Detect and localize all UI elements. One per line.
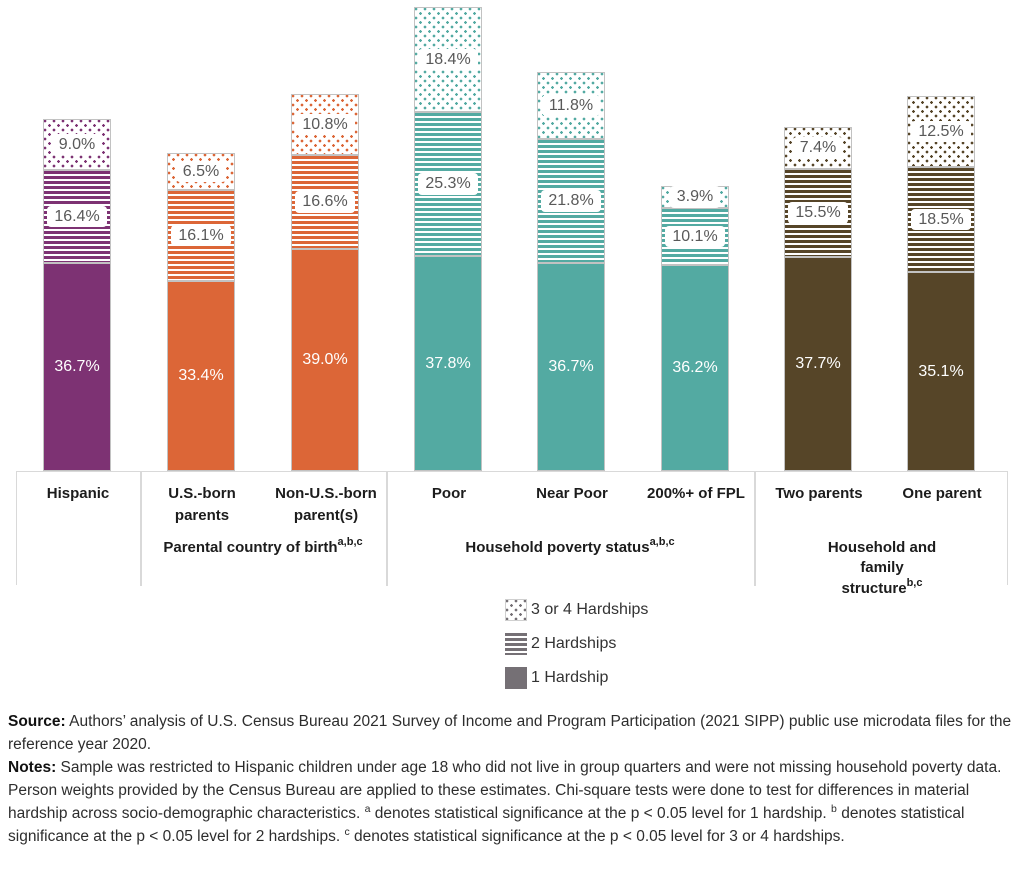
segment-1-hardship-one-parent: 35.1% <box>907 272 975 471</box>
legend-label: 2 Hardships <box>531 635 617 652</box>
bar-hispanic: 36.7% 16.4% 9.0% <box>43 119 111 471</box>
value-label-poor-3-or-4-hardships: 18.4% <box>418 48 478 71</box>
segment-3-or-4-hardships-u-s-born-parents: 6.5% <box>167 153 235 190</box>
segment-1-hardship-non-u-s-born-parent-s: 39.0% <box>291 249 359 471</box>
segment-3-or-4-hardships-near-poor: 11.8% <box>537 72 605 139</box>
tick-label-near-poor: Near Poor <box>536 485 608 502</box>
segment-2-hardships-200-of-fpl: 10.1% <box>661 208 729 265</box>
segment-2-hardships-near-poor: 21.8% <box>537 139 605 263</box>
value-label-two-parents-3-or-4-hardships: 7.4% <box>792 137 844 159</box>
segment-3-or-4-hardships-one-parent: 12.5% <box>907 96 975 167</box>
segment-2-hardships-non-u-s-born-parent-s: 16.6% <box>291 155 359 249</box>
value-label-hispanic-2-hardships: 16.4% <box>47 205 107 228</box>
segment-3-or-4-hardships-poor: 18.4% <box>414 7 482 112</box>
tick-label-non-u-s-born-parent-s: Non-U.S.-born parent(s) <box>275 485 377 524</box>
footer-paragraph-notes: Notes: Sample was restricted to Hispanic… <box>8 759 1002 845</box>
axis-group-divider <box>386 472 388 586</box>
value-label-near-poor-2-hardships: 21.8% <box>541 190 601 212</box>
segment-2-hardships-poor: 25.3% <box>414 112 482 256</box>
segment-3-or-4-hardships-two-parents: 7.4% <box>784 127 852 169</box>
axis-group-divider <box>754 472 756 586</box>
bar-one-parent: 35.1% 18.5% 12.5% <box>907 96 975 471</box>
tick-label-hispanic: Hispanic <box>46 485 110 502</box>
footer-paragraph-source: Source: Authors’ analysis of U.S. Census… <box>8 713 1012 753</box>
segment-3-or-4-hardships-200-of-fpl: 3.9% <box>661 186 729 208</box>
x-axis: Hispanic U.S.-born parents Non-U.S.-born p… <box>16 471 1008 597</box>
group-label-household-poverty-status: Household poverty statusa,b,c <box>465 536 675 557</box>
tick-label-poor: Poor <box>431 485 467 502</box>
legend-item-2-hardships: 2 Hardships <box>505 633 648 655</box>
value-label-200-of-fpl-2-hardships: 10.1% <box>665 225 725 248</box>
legend-swatch-stripes <box>505 633 527 655</box>
segment-1-hardship-u-s-born-parents: 33.4% <box>167 281 235 471</box>
segment-1-hardship-near-poor: 36.7% <box>537 263 605 471</box>
footer-lead: Notes: <box>8 759 57 776</box>
segment-1-hardship-poor: 37.8% <box>414 256 482 471</box>
legend-label: 3 or 4 Hardships <box>531 601 649 618</box>
segment-1-hardship-200-of-fpl: 36.2% <box>661 265 729 471</box>
bar-200-of-fpl: 36.2% 10.1% 3.9% <box>661 186 729 471</box>
tick-label-one-parent: One parent <box>902 485 982 502</box>
segment-3-or-4-hardships-hispanic: 9.0% <box>43 119 111 170</box>
value-label-near-poor-1-hardship: 36.7% <box>548 358 594 376</box>
segment-2-hardships-hispanic: 16.4% <box>43 170 111 263</box>
segment-2-hardships-one-parent: 18.5% <box>907 167 975 272</box>
value-label-u-s-born-parents-2-hardships: 16.1% <box>171 224 231 247</box>
legend-item-3-or-4-hardships: 3 or 4 Hardships <box>505 599 648 621</box>
value-label-one-parent-2-hardships: 18.5% <box>911 208 971 231</box>
tick-label-200-of-fpl: 200%+ of FPL <box>647 485 745 502</box>
segment-1-hardship-hispanic: 36.7% <box>43 263 111 471</box>
value-label-near-poor-3-or-4-hardships: 11.8% <box>541 94 601 117</box>
value-label-one-parent-3-or-4-hardships: 12.5% <box>911 120 971 143</box>
segment-3-or-4-hardships-non-u-s-born-parent-s: 10.8% <box>291 94 359 155</box>
group-label-parental-country-of-birth: Parental country of birtha,b,c <box>163 536 363 557</box>
chart-legend: 3 or 4 Hardships 2 Hardships 1 Hardship <box>505 599 648 701</box>
value-label-non-u-s-born-parent-s-3-or-4-hardships: 10.8% <box>295 113 355 136</box>
value-label-200-of-fpl-3-or-4-hardships: 3.9% <box>669 186 721 208</box>
tick-label-two-parents: Two parents <box>775 485 863 502</box>
bar-u-s-born-parents: 33.4% 16.1% 6.5% <box>167 153 235 471</box>
bar-non-u-s-born-parent-s: 39.0% 16.6% 10.8% <box>291 94 359 471</box>
value-label-poor-2-hardships: 25.3% <box>418 173 478 195</box>
group-label-household-and-family-structure: Household and family structureb,c <box>827 539 937 597</box>
bar-two-parents: 37.7% 15.5% 7.4% <box>784 127 852 471</box>
footnote-marker: b <box>831 802 837 815</box>
segment-2-hardships-u-s-born-parents: 16.1% <box>167 190 235 281</box>
stacked-bar-chart: 36.7% 16.4% 9.0% 33.4% 16.1% 6.5% 39.0% 16.6% 10… <box>16 7 1008 597</box>
segment-1-hardship-two-parents: 37.7% <box>784 257 852 471</box>
bars-area: 36.7% 16.4% 9.0% 33.4% 16.1% 6.5% 39.0% 16.6% 10… <box>43 7 975 471</box>
legend-item-1-hardship: 1 Hardship <box>505 667 648 689</box>
value-label-non-u-s-born-parent-s-2-hardships: 16.6% <box>295 191 355 213</box>
legend-label: 1 Hardship <box>531 669 609 686</box>
value-label-non-u-s-born-parent-s-1-hardship: 39.0% <box>302 351 348 369</box>
source-notes: Source: Authors’ analysis of U.S. Census… <box>8 710 1016 848</box>
bar-near-poor: 36.7% 21.8% 11.8% <box>537 72 605 471</box>
tick-label-u-s-born-parents: U.S.-born parents <box>168 485 236 524</box>
legend-swatch-solid <box>505 667 527 689</box>
footer-lead: Source: <box>8 713 66 730</box>
value-label-hispanic-3-or-4-hardships: 9.0% <box>51 133 103 156</box>
value-label-one-parent-1-hardship: 35.1% <box>918 362 964 380</box>
significance-superscript: b,c <box>906 576 923 589</box>
significance-superscript: a,b,c <box>649 536 675 548</box>
value-label-two-parents-2-hardships: 15.5% <box>788 202 848 224</box>
value-label-u-s-born-parents-1-hardship: 33.4% <box>178 367 224 385</box>
value-label-u-s-born-parents-3-or-4-hardships: 6.5% <box>175 160 227 183</box>
bar-poor: 37.8% 25.3% 18.4% <box>414 7 482 471</box>
value-label-two-parents-1-hardship: 37.7% <box>795 355 841 373</box>
legend-swatch-dots <box>505 599 527 621</box>
segment-2-hardships-two-parents: 15.5% <box>784 169 852 257</box>
significance-superscript: a,b,c <box>337 536 363 548</box>
value-label-200-of-fpl-1-hardship: 36.2% <box>672 359 718 377</box>
value-label-hispanic-1-hardship: 36.7% <box>54 358 100 376</box>
value-label-poor-1-hardship: 37.8% <box>425 354 471 372</box>
footnote-marker: c <box>344 825 350 838</box>
footnote-marker: a <box>364 802 371 815</box>
axis-group-divider <box>140 472 142 586</box>
